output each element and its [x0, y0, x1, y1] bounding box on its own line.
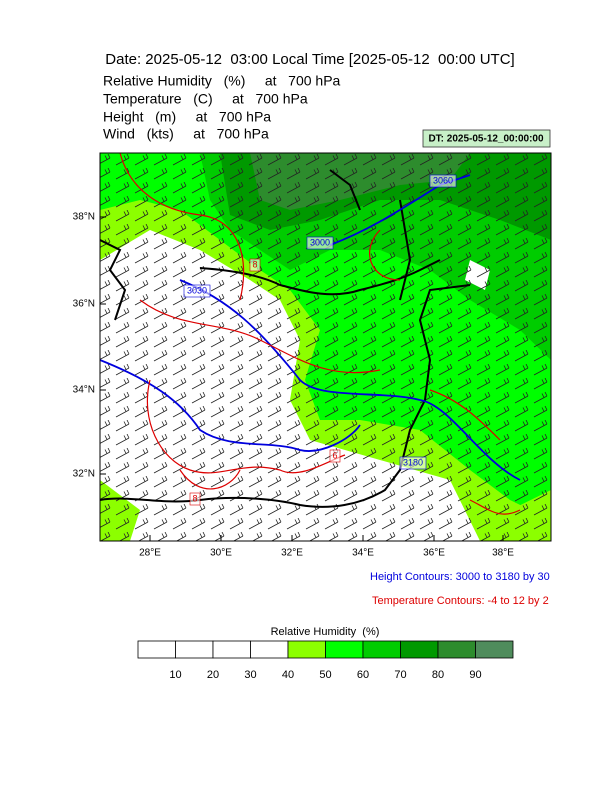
lat-label: 36°N	[73, 299, 95, 310]
height-contour-label: 3030	[187, 285, 207, 295]
height-label-box	[399, 456, 427, 470]
colorbar-box	[212, 640, 251, 659]
lon-label: 28°E	[139, 548, 161, 559]
colorbar-title: Relative Humidity (%)	[271, 626, 380, 638]
colorbar-label: 90	[469, 669, 481, 681]
colorbar-box	[137, 640, 176, 659]
subtitle-line: Relative Humidity (%) at 700 hPa	[103, 73, 341, 89]
map-area	[100, 153, 551, 541]
colorbar-label: 10	[169, 669, 181, 681]
colorbar-box	[475, 640, 514, 659]
lon-label: 34°E	[352, 548, 374, 559]
lon-label: 36°E	[423, 548, 445, 559]
colorbar-label: 70	[394, 669, 406, 681]
colorbar-label: 50	[319, 669, 331, 681]
lon-label: 38°E	[492, 548, 514, 559]
temperature-contour-label: 8	[192, 493, 197, 503]
height-contour-label: 3180	[403, 457, 423, 467]
map-frame	[99, 152, 552, 542]
colorbar-box	[400, 640, 439, 659]
height-label-box	[183, 284, 211, 298]
colorbar-box	[437, 640, 476, 659]
temperature-label-box	[329, 449, 341, 463]
temperature-contour-label: 8	[252, 259, 257, 269]
height-label-box	[306, 236, 334, 250]
title: Date: 2025-05-12 03:00 Local Time [2025-…	[105, 51, 514, 68]
height-contour-label: 3060	[433, 175, 453, 185]
height-legend: Height Contours: 3000 to 3180 by 30	[370, 571, 550, 583]
lon-label: 32°E	[281, 548, 303, 559]
dt-label: DT: 2025-05-12_00:00:00	[428, 134, 544, 145]
colorbar-box	[250, 640, 289, 659]
colorbar-label: 30	[244, 669, 256, 681]
lat-label: 32°N	[73, 469, 95, 480]
subtitle-line: Height (m) at 700 hPa	[103, 109, 271, 125]
colorbar-label: 80	[432, 669, 444, 681]
colorbar-box	[362, 640, 401, 659]
lon-label: 30°E	[210, 548, 232, 559]
temperature-contour-label: 6	[332, 450, 337, 460]
subtitle-line: Temperature (C) at 700 hPa	[103, 91, 308, 107]
height-label-box	[429, 174, 457, 188]
colorbar-label: 20	[207, 669, 219, 681]
colorbar-label: 60	[357, 669, 369, 681]
height-contour-label: 3000	[310, 237, 330, 247]
temperature-legend: Temperature Contours: -4 to 12 by 2	[372, 595, 549, 607]
colorbar-label: 40	[282, 669, 294, 681]
lat-label: 38°N	[73, 212, 95, 223]
colorbar-box	[175, 640, 214, 659]
temperature-label-box	[249, 258, 261, 272]
temperature-label-box	[189, 492, 201, 506]
lat-label: 34°N	[73, 385, 95, 396]
subtitle-line: Wind (kts) at 700 hPa	[103, 126, 269, 142]
dt-box	[422, 129, 551, 148]
colorbar-box	[325, 640, 364, 659]
colorbar-box	[287, 640, 326, 659]
